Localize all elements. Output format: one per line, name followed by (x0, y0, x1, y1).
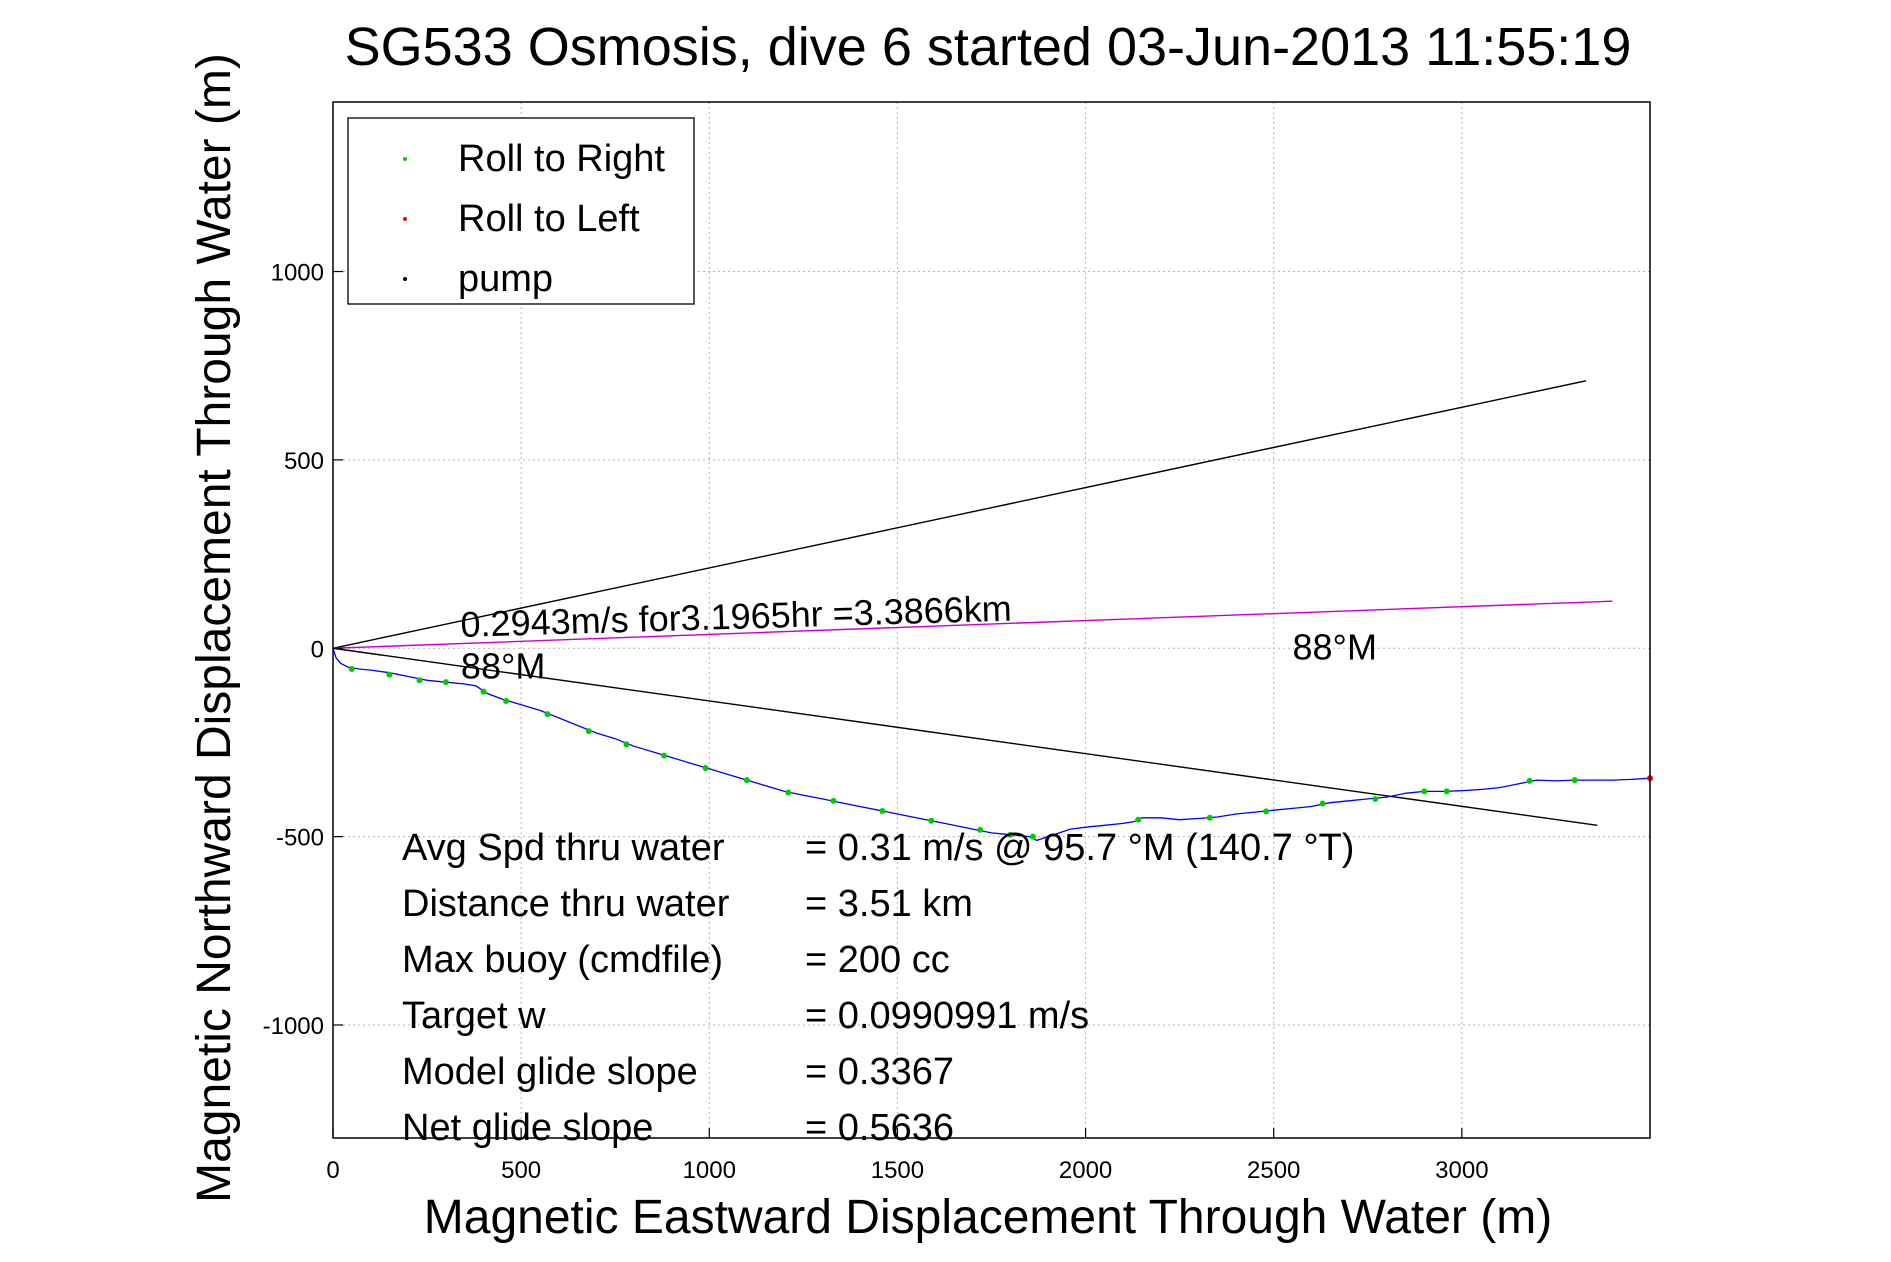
legend-label: pump (458, 258, 553, 300)
y-tick-label: 0 (311, 636, 324, 663)
roll-right-marker (386, 671, 393, 678)
roll-right-marker (1263, 808, 1270, 815)
legend-box (347, 117, 695, 305)
roll-right-marker (977, 826, 984, 833)
stat-value: = 0.0990991 m/s (805, 995, 1089, 1037)
roll-right-marker (544, 711, 551, 718)
roll-right-marker (480, 688, 487, 695)
x-tick-label: 2000 (1059, 1157, 1112, 1184)
roll-right-marker (442, 679, 449, 686)
reference-lines (332, 380, 1613, 827)
x-tick-label: 1500 (871, 1157, 924, 1184)
reference-line-upper-bound (332, 380, 1587, 649)
stat-label: Avg Spd thru water (402, 827, 725, 869)
roll-right-marker (1319, 800, 1326, 807)
roll-right-marker (1372, 795, 1379, 802)
roll-right-marker (1526, 777, 1533, 784)
stat-label: Net glide slope (402, 1107, 653, 1149)
roll-right-marker (585, 728, 592, 735)
x-tick-label: 3000 (1435, 1157, 1488, 1184)
legend-label: Roll to Left (458, 198, 640, 240)
stat-label: Model glide slope (402, 1051, 698, 1093)
stat-value: = 3.51 km (805, 883, 973, 925)
roll-right-marker (1571, 777, 1578, 784)
y-tick-label: -500 (276, 825, 324, 852)
stat-label: Distance thru water (402, 883, 730, 925)
roll-right-marker (702, 765, 709, 772)
stat-value: = 0.31 m/s @ 95.7 °M (140.7 °T) (805, 827, 1354, 869)
x-tick-label: 2500 (1247, 1157, 1300, 1184)
stat-value: = 200 cc (805, 939, 950, 981)
y-axis-label: Magnetic Northward Displacement Through … (188, 53, 241, 1203)
stat-value: = 0.5636 (805, 1107, 954, 1149)
x-tick-label: 0 (326, 1157, 339, 1184)
roll-right-marker (1029, 833, 1036, 840)
roll-right-marker (1421, 788, 1428, 795)
annotation: 0.2943m/s for3.1965hr =3.3866km (460, 588, 1012, 645)
stats-block: Avg Spd thru water = 0.31 m/s @ 95.7 °M (… (402, 827, 1354, 1149)
y-tick-label: 1000 (271, 260, 324, 287)
reference-line-lower-bound (332, 647, 1598, 827)
roll-right-marker (661, 752, 668, 759)
legend-marker (403, 217, 407, 221)
plot-frame (332, 101, 1651, 1139)
roll-right-marker (1443, 788, 1450, 795)
roll-right-marker (830, 797, 837, 804)
roll-right-marker (928, 817, 935, 824)
annotation: 88°M (461, 645, 545, 686)
roll-right-marker (879, 808, 886, 815)
roll-right-marker (416, 677, 423, 684)
x-tick-label: 1000 (683, 1157, 736, 1184)
stat-label: Max buoy (cmdfile) (402, 939, 723, 981)
roll-right-marker (623, 741, 630, 748)
roll-right-marker (503, 697, 510, 704)
y-tick-label: 500 (284, 448, 324, 475)
tick-labels: 0 500 1000 1500 2000 2500 3000 -1000 -500 0 500 100… (263, 260, 1489, 1184)
roll-right-marker (1007, 831, 1014, 838)
x-axis-label: Magnetic Eastward Displacement Through W… (424, 1191, 1552, 1244)
legend-label: Roll to Right (458, 138, 665, 180)
stat-value: = 0.3367 (805, 1051, 954, 1093)
roll-right-marker (348, 665, 355, 672)
roll-right-marker (1206, 814, 1213, 821)
stat-label: Target w (402, 995, 546, 1037)
roll-right-marker (1135, 816, 1142, 823)
annotation: 88°M (1293, 627, 1377, 668)
x-tick-label: 500 (501, 1157, 541, 1184)
roll-right-marker (785, 789, 792, 796)
y-tick-label: -1000 (263, 1013, 324, 1040)
chart-title: SG533 Osmosis, dive 6 started 03-Jun-201… (345, 17, 1632, 77)
legend-marker (403, 277, 407, 281)
legend: Roll to Right Roll to Left pump (347, 117, 695, 305)
reference-line-heading (332, 600, 1613, 649)
legend-marker (403, 157, 407, 161)
markers (348, 665, 1653, 840)
roll-right-marker (743, 777, 750, 784)
